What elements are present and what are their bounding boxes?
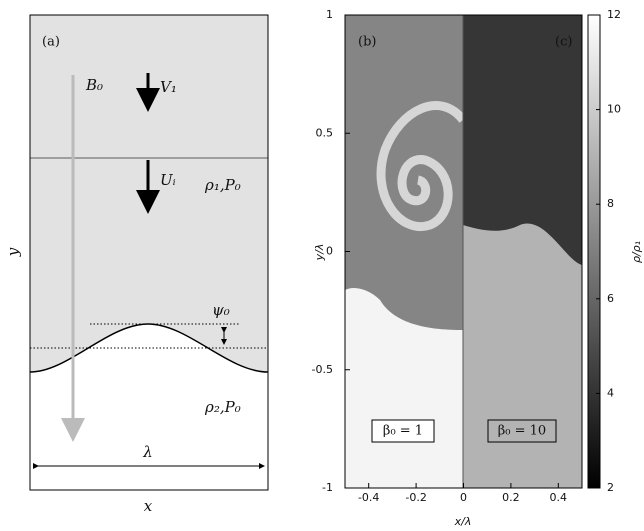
interface xyxy=(29,323,269,373)
x-tick-label: 0 xyxy=(460,491,467,504)
x-tick-label: -0.4 xyxy=(358,491,379,504)
label: B₀ xyxy=(85,76,103,94)
label: ρ₁,P₀ xyxy=(204,176,241,194)
y-tick-label: 1 xyxy=(326,8,333,21)
annotation: β₀ = 1 xyxy=(383,424,423,439)
spiral xyxy=(376,101,467,231)
colorbar-tick-label: 4 xyxy=(607,386,614,399)
y-tick-label: -0.5 xyxy=(312,363,333,376)
x-tick-label: 0.4 xyxy=(550,491,568,504)
label: ρ₂,P₀ xyxy=(204,398,241,416)
schematic: (a) B₀ V₁ Uᵢ ρ₁,P₀ ψ₀ ρ₂,P₀ λ x y xyxy=(4,14,269,515)
y-axis-label: y/λ xyxy=(313,244,326,262)
label: λ xyxy=(142,443,153,461)
annotation: β₀ = 10 xyxy=(498,424,546,439)
axis-label: y xyxy=(4,247,22,257)
density-image xyxy=(345,15,582,488)
y-tick-label: -1 xyxy=(322,481,333,494)
colorbar-tick-label: 8 xyxy=(607,197,614,210)
label: V₁ xyxy=(160,78,177,96)
label: Uᵢ xyxy=(160,171,176,189)
colorbar-tick-label: 6 xyxy=(607,292,614,305)
colorbar-tick-label: 2 xyxy=(607,481,614,494)
panel-label: (c) xyxy=(555,35,572,50)
y-tick-label: 0 xyxy=(326,245,333,258)
frame xyxy=(29,14,269,491)
label: ψ₀ xyxy=(212,301,230,319)
x-tick-label: -0.2 xyxy=(405,491,426,504)
annotation-box xyxy=(371,419,435,443)
region xyxy=(463,15,582,265)
panel-label: (b) xyxy=(358,35,376,50)
y-tick-label: 0.5 xyxy=(316,126,334,139)
x-axis-label: x/λ xyxy=(454,515,472,528)
axis-label: x xyxy=(144,497,153,515)
colorbar xyxy=(587,14,601,489)
annotation-box xyxy=(487,419,557,443)
panel-label: (a) xyxy=(42,35,60,50)
x-tick-label: 0.2 xyxy=(502,491,520,504)
colorbar-tick-label: 10 xyxy=(607,103,621,116)
colorbar-tick-label: 12 xyxy=(607,8,621,21)
colorbar-label: ρ/ρ₁ xyxy=(630,241,643,263)
